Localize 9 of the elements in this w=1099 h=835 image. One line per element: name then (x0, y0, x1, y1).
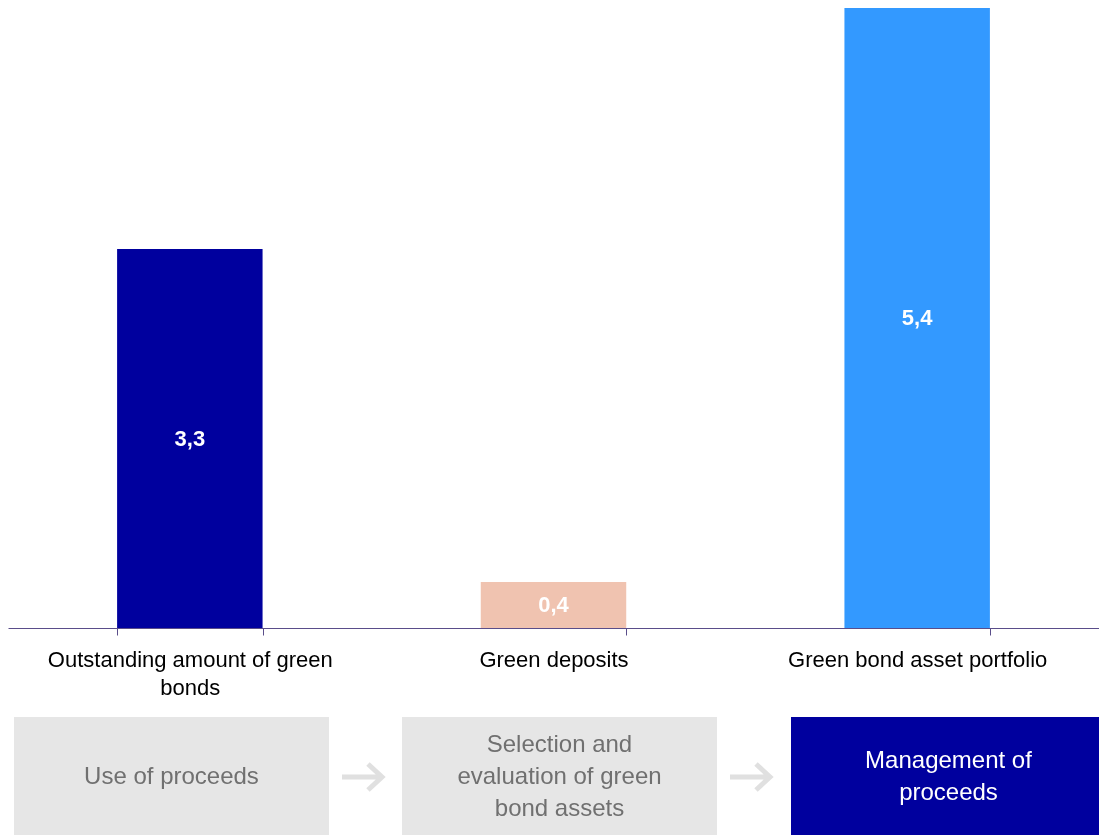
data-label: 3,3 (174, 425, 206, 451)
x-tick-label: Green deposits (479, 646, 629, 672)
text: Management of proceeds (791, 717, 1099, 835)
data-label: 5,4 (901, 305, 934, 330)
data-label: 0,4 (538, 592, 570, 618)
x-tick-label: Green bond asset portfolio (788, 646, 1048, 672)
x-tick-label: Outstanding amount of green bonds (47, 646, 333, 700)
text: Use of proceeds (14, 717, 329, 835)
text: Selection and evaluation of green bond assets (402, 717, 717, 835)
